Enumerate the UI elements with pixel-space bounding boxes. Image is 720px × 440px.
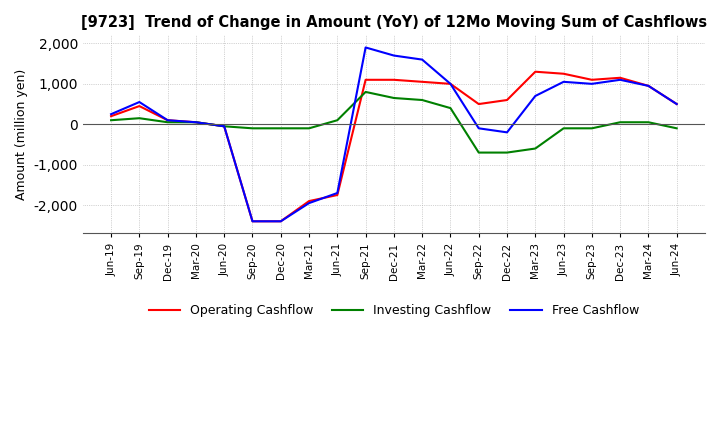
Operating Cashflow — [503, 97, 511, 103]
Investing Cashflow — [474, 150, 483, 155]
Line: Free Cashflow: Free Cashflow — [111, 48, 677, 221]
Operating Cashflow — [305, 198, 313, 204]
Free Cashflow — [616, 77, 624, 82]
Investing Cashflow — [248, 126, 257, 131]
Investing Cashflow — [418, 97, 426, 103]
Investing Cashflow — [588, 126, 596, 131]
Investing Cashflow — [503, 150, 511, 155]
Free Cashflow — [248, 219, 257, 224]
Free Cashflow — [163, 117, 172, 123]
Investing Cashflow — [644, 120, 653, 125]
Free Cashflow — [588, 81, 596, 87]
Investing Cashflow — [446, 106, 455, 111]
Free Cashflow — [305, 201, 313, 206]
Free Cashflow — [390, 53, 398, 58]
Free Cashflow — [192, 120, 200, 125]
Investing Cashflow — [192, 120, 200, 125]
Investing Cashflow — [135, 116, 144, 121]
Operating Cashflow — [192, 120, 200, 125]
Title: [9723]  Trend of Change in Amount (YoY) of 12Mo Moving Sum of Cashflows: [9723] Trend of Change in Amount (YoY) o… — [81, 15, 707, 30]
Investing Cashflow — [559, 126, 568, 131]
Free Cashflow — [276, 219, 285, 224]
Free Cashflow — [474, 126, 483, 131]
Investing Cashflow — [305, 126, 313, 131]
Free Cashflow — [220, 124, 228, 129]
Operating Cashflow — [361, 77, 370, 82]
Free Cashflow — [672, 101, 681, 106]
Operating Cashflow — [390, 77, 398, 82]
Free Cashflow — [418, 57, 426, 62]
Operating Cashflow — [418, 79, 426, 84]
Operating Cashflow — [163, 117, 172, 123]
Legend: Operating Cashflow, Investing Cashflow, Free Cashflow: Operating Cashflow, Investing Cashflow, … — [144, 299, 644, 322]
Free Cashflow — [503, 130, 511, 135]
Free Cashflow — [107, 111, 115, 117]
Investing Cashflow — [163, 120, 172, 125]
Operating Cashflow — [220, 124, 228, 129]
Operating Cashflow — [107, 114, 115, 119]
Operating Cashflow — [276, 219, 285, 224]
Operating Cashflow — [672, 101, 681, 106]
Operating Cashflow — [588, 77, 596, 82]
Investing Cashflow — [276, 126, 285, 131]
Operating Cashflow — [333, 192, 342, 198]
Operating Cashflow — [474, 101, 483, 106]
Operating Cashflow — [135, 103, 144, 109]
Investing Cashflow — [361, 89, 370, 95]
Investing Cashflow — [107, 117, 115, 123]
Operating Cashflow — [531, 69, 539, 74]
Line: Operating Cashflow: Operating Cashflow — [111, 72, 677, 221]
Operating Cashflow — [644, 83, 653, 88]
Free Cashflow — [644, 83, 653, 88]
Free Cashflow — [333, 191, 342, 196]
Operating Cashflow — [248, 219, 257, 224]
Free Cashflow — [531, 93, 539, 99]
Y-axis label: Amount (million yen): Amount (million yen) — [15, 69, 28, 200]
Operating Cashflow — [559, 71, 568, 77]
Investing Cashflow — [220, 124, 228, 129]
Investing Cashflow — [390, 95, 398, 101]
Investing Cashflow — [531, 146, 539, 151]
Free Cashflow — [361, 45, 370, 50]
Investing Cashflow — [672, 126, 681, 131]
Investing Cashflow — [333, 117, 342, 123]
Free Cashflow — [559, 79, 568, 84]
Operating Cashflow — [446, 81, 455, 87]
Free Cashflow — [446, 81, 455, 87]
Operating Cashflow — [616, 75, 624, 81]
Line: Investing Cashflow: Investing Cashflow — [111, 92, 677, 153]
Investing Cashflow — [616, 120, 624, 125]
Free Cashflow — [135, 99, 144, 105]
